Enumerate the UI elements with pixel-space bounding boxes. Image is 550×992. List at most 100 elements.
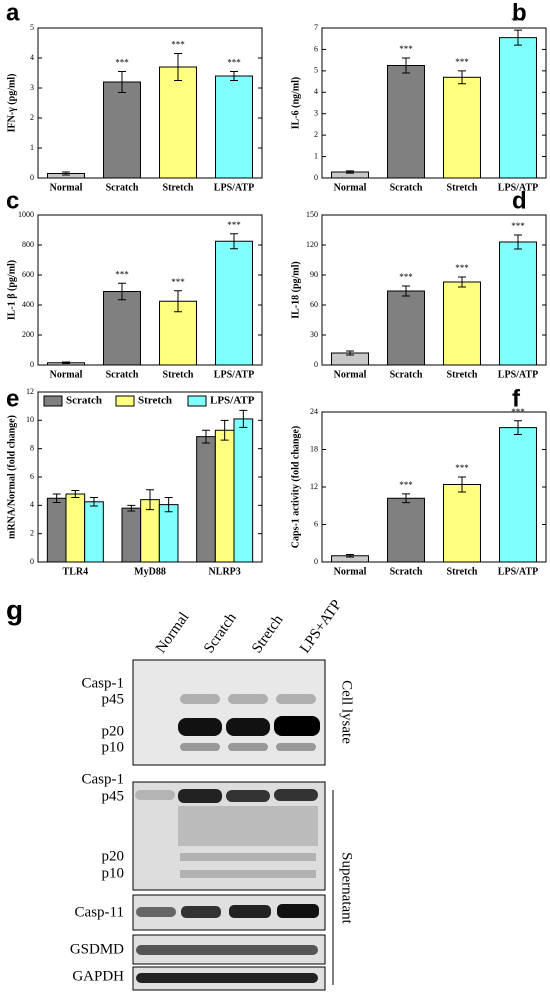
bar [84, 501, 104, 563]
y-tick-label: 5 [30, 23, 34, 32]
band [276, 743, 316, 751]
bar [158, 504, 179, 563]
band [178, 789, 222, 803]
band [228, 694, 268, 704]
y-axis-label: IL-6 (ng/ml) [290, 77, 301, 130]
error-bar [458, 476, 466, 493]
significance-label: *** [511, 221, 525, 231]
y-tick-label: 2 [30, 528, 34, 537]
significance-label: *** [227, 220, 241, 230]
y-tick-label: 6 [314, 519, 318, 528]
group-label: Supernatant [339, 852, 355, 924]
bar [443, 484, 481, 563]
error-bar [458, 276, 466, 288]
y-tick-label: 6 [30, 472, 34, 481]
smear [178, 806, 318, 846]
row-label: Casp-11 [75, 904, 124, 920]
y-tick-label: 60 [310, 300, 318, 309]
y-tick-label: 5 [314, 66, 318, 75]
bar [387, 290, 425, 366]
legend-label: Scratch [66, 395, 102, 407]
lane-label: Stretch [249, 612, 287, 656]
panel-label: d [512, 187, 527, 214]
plot-frame [321, 214, 547, 366]
row-label: p20 [102, 723, 125, 739]
bar [121, 507, 142, 563]
row-label: p45 [102, 691, 125, 707]
significance-label: *** [455, 57, 469, 67]
y-tick-label: 1 [314, 151, 318, 160]
band [135, 790, 175, 800]
error-bar [62, 361, 70, 364]
x-tick-label: LPS/ATP [498, 182, 538, 193]
group-label: Cell lysate [339, 680, 355, 744]
significance-label: *** [171, 277, 185, 287]
band [274, 789, 318, 801]
legend-swatch [115, 395, 135, 407]
error-bar [239, 409, 248, 428]
plot-frame [37, 27, 263, 179]
x-tick-label: Stretch [447, 369, 478, 380]
row-label: Casp-1 [82, 771, 125, 787]
y-tick-label: 0 [314, 360, 318, 369]
y-axis-label: IFN-γ (pg/ml) [6, 74, 17, 133]
band [180, 853, 316, 861]
x-tick-label: Normal [334, 182, 367, 193]
y-axis-label: IL-18 (pg/ml) [290, 261, 301, 319]
y-tick-label: 6 [314, 44, 318, 53]
x-tick-label: Stretch [447, 566, 478, 577]
error-bar [174, 290, 182, 313]
y-tick-label: 12 [310, 482, 318, 491]
y-tick-label: 0 [30, 557, 34, 566]
error-bar [118, 71, 126, 93]
bar [443, 281, 481, 366]
panel-label: a [6, 0, 20, 26]
significance-label: *** [455, 263, 469, 273]
row-label: p10 [102, 865, 125, 881]
error-bar [220, 419, 229, 441]
error-bar [127, 504, 136, 512]
error-bar [164, 497, 173, 513]
y-tick-label: 24 [310, 407, 318, 416]
band [226, 718, 270, 736]
plot-frame [321, 27, 547, 179]
panel-label: g [6, 594, 23, 625]
y-tick-label: 120 [306, 240, 318, 249]
bar [215, 240, 253, 366]
y-tick-label: 2 [30, 113, 34, 122]
x-tick-label: LPS/ATP [498, 369, 538, 380]
significance-label: *** [171, 40, 185, 50]
row-label: p20 [102, 848, 125, 864]
significance-label: *** [399, 44, 413, 54]
x-tick-label: Stretch [163, 182, 194, 193]
significance-label: *** [227, 58, 241, 68]
plot-frame [321, 411, 547, 563]
bar [103, 291, 141, 366]
y-tick-label: 7 [314, 23, 318, 32]
x-tick-label: NLRP3 [209, 566, 241, 577]
bar [499, 37, 537, 179]
band [276, 694, 316, 704]
x-tick-label: TLR4 [63, 566, 89, 577]
y-axis-label: mRNA/Normal (fold change) [6, 415, 17, 539]
band [136, 973, 318, 983]
x-tick-label: LPS/ATP [214, 182, 254, 193]
y-tick-label: 30 [310, 330, 318, 339]
y-tick-label: 90 [310, 270, 318, 279]
plot-frame [37, 391, 263, 563]
error-bar [62, 171, 70, 176]
row-label: p10 [102, 739, 125, 755]
band [181, 906, 221, 918]
band [178, 718, 222, 736]
bar [46, 497, 67, 563]
row-label: p45 [102, 788, 125, 804]
error-bar [202, 429, 210, 444]
error-bar [402, 285, 410, 297]
legend-label: LPS/ATP [210, 395, 255, 407]
error-bar [346, 170, 354, 174]
legend-label: Stretch [138, 395, 172, 407]
error-bar [230, 71, 238, 81]
band [180, 694, 220, 704]
y-axis-label: Caps-1 activity (fold change) [290, 426, 301, 549]
